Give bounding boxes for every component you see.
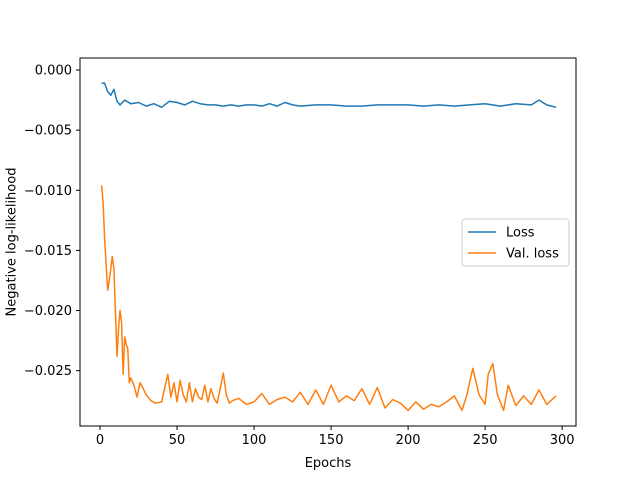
- y-tick-label: −0.005: [24, 124, 72, 139]
- legend-label: Val. loss: [506, 247, 559, 262]
- x-tick-label: 250: [473, 433, 498, 448]
- axes-frame: [79, 57, 577, 427]
- x-axis-ticks: 0 50 100 150 200 250 300: [96, 426, 575, 448]
- series-line-loss: [101, 82, 557, 109]
- y-tick-label: −0.025: [24, 364, 72, 379]
- x-tick-label: 150: [319, 433, 344, 448]
- legend-box: [461, 218, 570, 267]
- x-tick-label: 200: [396, 433, 421, 448]
- series-line-val-loss: [100, 185, 557, 412]
- x-tick-label: 300: [550, 433, 575, 448]
- series-layer: [100, 82, 557, 412]
- y-axis-label: Negative log-likelihood: [5, 168, 20, 317]
- legend-label: Loss: [506, 226, 535, 241]
- y-axis-ticks: 0.000 −0.005 −0.010 −0.015 −0.020 −0.025: [24, 64, 80, 379]
- y-tick-label: −0.015: [24, 244, 72, 259]
- x-tick-label: 50: [169, 433, 186, 448]
- y-tick-label: −0.020: [24, 304, 72, 319]
- y-tick-label: 0.000: [35, 64, 72, 79]
- x-axis-label: Epochs: [305, 456, 352, 471]
- x-tick-label: 100: [242, 433, 267, 448]
- x-tick-label: 0: [96, 433, 104, 448]
- y-tick-label: −0.010: [24, 184, 72, 199]
- legend: Loss Val. loss: [461, 218, 570, 267]
